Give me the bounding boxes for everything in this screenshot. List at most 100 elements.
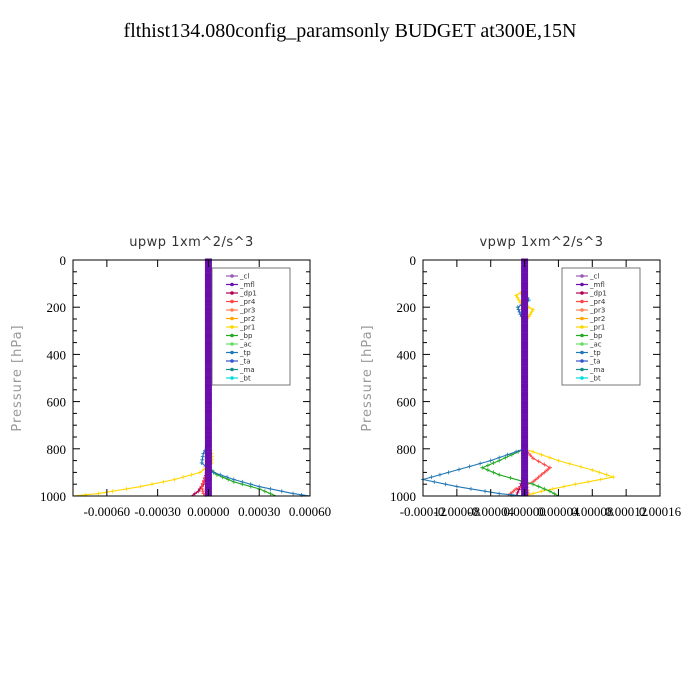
zero-line-marker <box>204 448 212 452</box>
series-marker <box>262 489 267 494</box>
zero-line-marker <box>521 272 529 276</box>
zero-line-marker <box>521 425 529 429</box>
zero-line-marker <box>204 368 212 372</box>
series-marker <box>468 486 473 491</box>
series-marker <box>200 486 205 491</box>
x-tick-label: -0.00060 <box>84 504 131 519</box>
series-line-pr4 <box>507 260 551 497</box>
legend-marker <box>230 282 234 287</box>
zero-line-marker <box>204 439 212 443</box>
zero-line-marker <box>521 448 529 452</box>
series-marker <box>200 489 205 494</box>
zero-line-marker <box>204 351 212 355</box>
zero-line-marker <box>204 456 212 460</box>
zero-line-marker <box>521 414 529 418</box>
series-marker <box>497 491 502 496</box>
zero-line-marker <box>521 408 529 412</box>
series-marker <box>529 309 534 314</box>
legend-marker <box>230 274 234 278</box>
series-marker <box>485 468 490 473</box>
zero-line-marker <box>204 343 212 347</box>
x-tick-label: 0.00016 <box>639 504 682 519</box>
series-marker <box>547 489 552 494</box>
zero-line-marker <box>521 397 529 401</box>
zero-line-marker <box>204 295 212 299</box>
series-marker <box>110 489 115 494</box>
zero-line-marker <box>204 470 212 474</box>
series-marker <box>562 484 567 489</box>
legend-label: _pr3 <box>589 307 605 315</box>
legend-marker <box>580 316 584 321</box>
zero-line-marker <box>204 275 212 279</box>
zero-line-marker <box>204 414 212 418</box>
series-marker <box>497 455 502 460</box>
legend-marker <box>230 367 234 372</box>
zero-line-marker <box>204 303 212 307</box>
y-tick-label: 800 <box>397 442 417 457</box>
series-marker <box>547 465 552 470</box>
series-marker <box>531 307 536 312</box>
legend-label: _tp <box>589 349 601 357</box>
zero-line-marker <box>521 315 529 319</box>
zero-line-marker <box>521 479 529 483</box>
series-marker <box>511 489 516 494</box>
zero-line-marker <box>204 266 212 270</box>
legend-label: _pr1 <box>589 324 605 332</box>
zero-line-marker <box>204 323 212 327</box>
zero-line-marker <box>204 422 212 426</box>
legend-marker <box>580 342 584 346</box>
zero-line-marker <box>204 482 212 486</box>
series-marker <box>279 489 284 494</box>
zero-line-marker <box>204 354 212 358</box>
zero-line-marker <box>521 377 529 381</box>
series-marker <box>197 470 202 475</box>
legend: _cl_mfl_dp1_pr4_pr3_pr2_pr1_bp_ac_tp_ta_… <box>211 267 291 386</box>
zero-line-marker <box>204 289 212 293</box>
series-marker <box>467 464 472 469</box>
legend-marker <box>580 333 584 338</box>
y-tick-label: 200 <box>47 300 67 315</box>
zero-line-marker <box>521 351 529 355</box>
zero-line-marker <box>204 411 212 415</box>
zero-line-marker <box>521 388 529 392</box>
legend-label: _pr4 <box>589 298 606 306</box>
zero-line-marker <box>521 385 529 389</box>
y-tick-label: 200 <box>397 300 417 315</box>
series-marker <box>514 449 519 454</box>
upwp-panel: upwp 1xm^2/s^3 Pressure [hPa] 0 200 400 600 80… <box>10 235 331 519</box>
series-marker <box>515 305 520 310</box>
zero-line-marker <box>204 366 212 370</box>
y-tick-label: 400 <box>47 347 67 362</box>
zero-line-marker <box>521 343 529 347</box>
zero-line-marker <box>521 368 529 372</box>
series-marker <box>291 491 296 496</box>
zero-line-marker <box>204 385 212 389</box>
series-marker <box>545 468 550 473</box>
zero-line-marker <box>521 470 529 474</box>
series-marker <box>138 484 143 489</box>
zero-line-marker <box>204 349 212 353</box>
zero-line-marker <box>204 436 212 440</box>
zero-line-marker <box>521 320 529 324</box>
zero-line-marker <box>204 329 212 333</box>
series-marker <box>124 486 129 491</box>
zero-line-marker <box>204 485 212 489</box>
zero-line-marker <box>521 468 529 472</box>
zero-line-marker <box>521 323 529 327</box>
zero-line-marker <box>204 434 212 438</box>
zero-line-marker <box>521 422 529 426</box>
x-tick-label: -0.00012 <box>400 504 447 519</box>
series-marker <box>539 452 544 457</box>
legend-label: _bp <box>589 332 603 340</box>
zero-line-marker <box>521 371 529 375</box>
series-marker <box>598 477 603 482</box>
zero-line-marker <box>521 431 529 435</box>
legend-label: _pr2 <box>589 315 605 323</box>
series-marker <box>533 477 538 482</box>
zero-line-marker <box>521 436 529 440</box>
zero-line-marker <box>521 354 529 358</box>
zero-line-marker <box>204 292 212 296</box>
zero-line-marker <box>521 289 529 293</box>
series-marker <box>586 479 591 484</box>
